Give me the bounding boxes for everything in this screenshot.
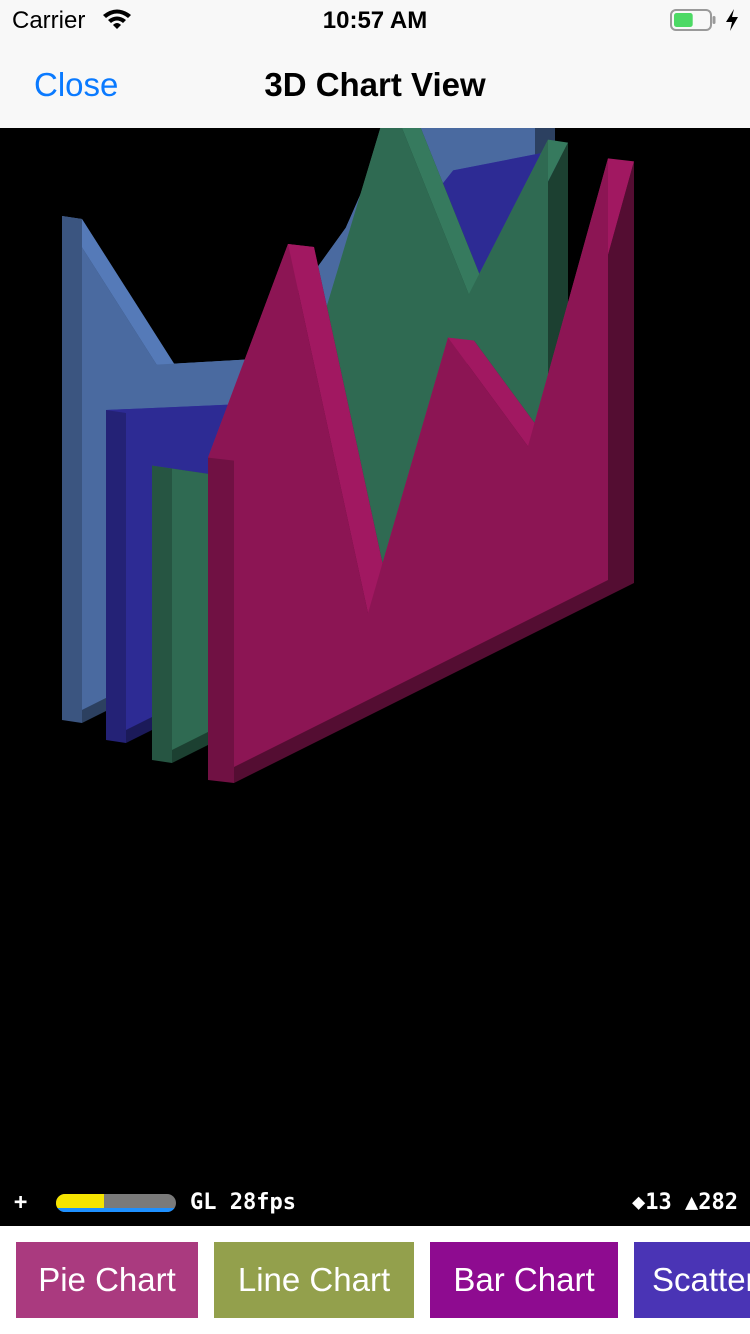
carrier-label: Carrier: [12, 7, 86, 34]
area-series-4-face: [208, 158, 608, 780]
area-series-1-edge-1: [62, 216, 177, 368]
stats-toggle-button[interactable]: +: [14, 1190, 28, 1215]
clock-label: 10:57 AM: [322, 7, 428, 34]
battery-icon: [670, 9, 716, 31]
scatter-chart-button[interactable]: Scatter Chart: [634, 1242, 750, 1318]
frame-time-bar: [56, 1194, 176, 1212]
area-series-3-edge-4: [401, 128, 489, 298]
bar-chart-button[interactable]: Bar Chart: [430, 1242, 618, 1318]
area-series-3-cap: [152, 465, 172, 763]
area-series-4-cap: [208, 457, 234, 783]
charging-bolt-icon: [726, 9, 738, 31]
navigation-bar: Close 3D Chart View: [0, 40, 750, 128]
area-series-4: [207, 158, 634, 783]
scene-stats-overlay: + GL 28fps ◆13 ▲282: [0, 1188, 750, 1218]
3d-area-chart[interactable]: [0, 128, 750, 1226]
3d-chart-scene[interactable]: + GL 28fps ◆13 ▲282: [0, 128, 750, 1226]
area-series-1-cap: [62, 216, 82, 723]
node-polygon-count-label: ◆13 ▲282: [632, 1190, 738, 1215]
wifi-icon: [103, 9, 131, 29]
area-series-2-cap: [106, 410, 126, 743]
area-series-4-edge-4: [448, 337, 554, 450]
status-bar: Carrier 10:57 AM: [0, 0, 750, 40]
area-series-4-edge-2: [288, 244, 394, 617]
page-title: 3D Chart View: [264, 66, 486, 103]
line-chart-button[interactable]: Line Chart: [214, 1242, 414, 1318]
pie-chart-button[interactable]: Pie Chart: [16, 1242, 198, 1318]
close-button[interactable]: Close: [34, 66, 119, 103]
renderer-fps-label: GL 28fps: [190, 1190, 296, 1215]
chart-type-button-bar: Pie Chart Line Chart Bar Chart Scatter C…: [0, 1226, 750, 1334]
